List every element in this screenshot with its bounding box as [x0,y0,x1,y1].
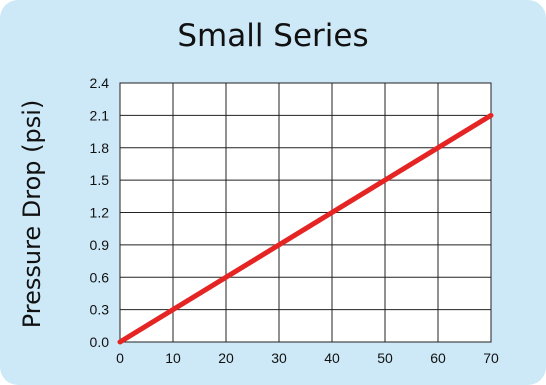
y-tick-label: 2.4 [90,75,110,91]
x-tick-label: 30 [271,350,287,366]
x-tick-label: 20 [218,350,234,366]
y-tick-label: 0.6 [90,269,110,285]
x-tick-label: 40 [324,350,340,366]
x-tick-label: 60 [430,350,446,366]
plot-border [119,82,492,343]
y-tick-label: 2.1 [90,107,110,123]
y-tick-label: 1.8 [90,140,110,156]
y-tick-label: 0.0 [90,334,110,350]
x-tick-label: 70 [483,350,499,366]
chart-title: Small Series [177,18,369,54]
x-tick-label: 0 [116,350,124,366]
series-line [117,112,494,345]
y-tick-label: 0.3 [90,302,110,318]
y-tick-label: 0.9 [90,237,110,253]
y-tick-label: 1.2 [90,205,110,221]
x-tick-label: 50 [377,350,393,366]
x-tick-label: 10 [165,350,181,366]
y-tick-label: 1.5 [90,172,110,188]
